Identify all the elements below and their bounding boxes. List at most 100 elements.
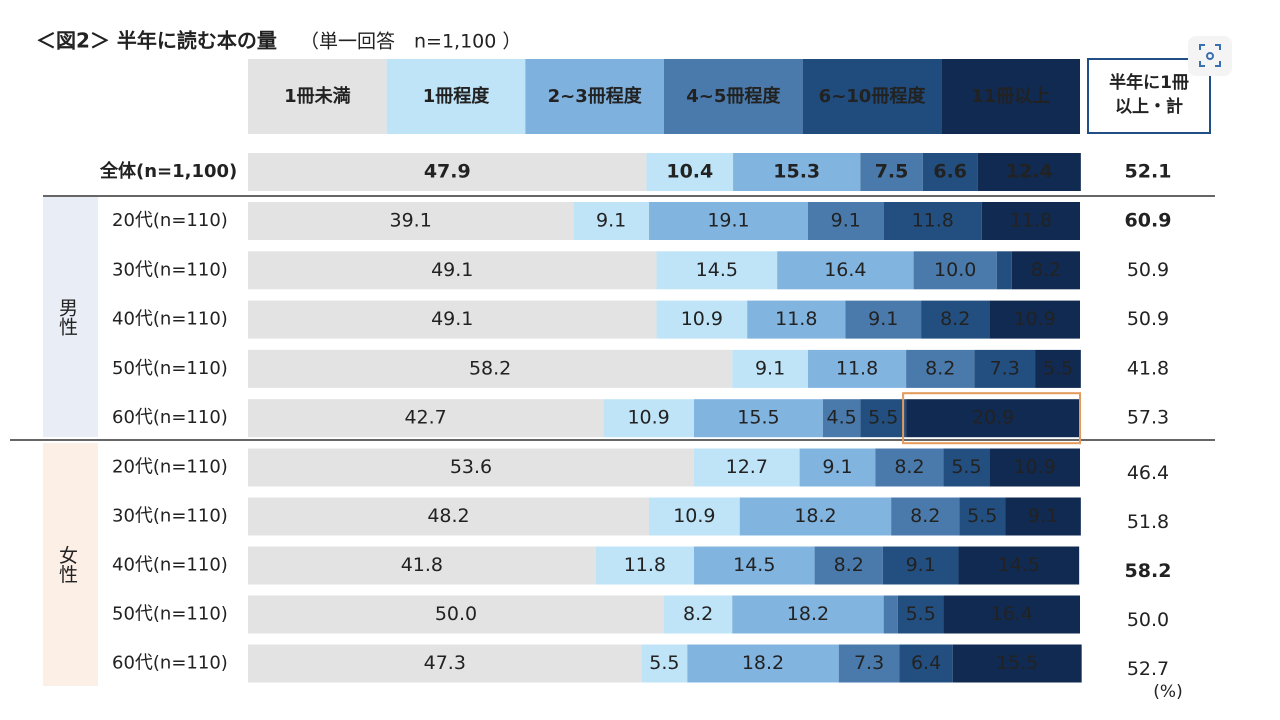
data-label: 18.2 bbox=[794, 505, 836, 527]
bar-segment bbox=[921, 300, 990, 339]
total-header: 半年に1冊 bbox=[1109, 72, 1189, 93]
data-label: 12.4 bbox=[1006, 161, 1053, 183]
data-label: 6.4 bbox=[911, 652, 941, 674]
bar-segment bbox=[248, 546, 596, 585]
data-label: 16.4 bbox=[991, 603, 1033, 625]
data-label: 5.5 bbox=[1043, 357, 1073, 379]
total-label: 41.8 bbox=[1127, 357, 1169, 379]
total-header: 以上・計 bbox=[1115, 96, 1183, 117]
bar-segment bbox=[977, 153, 1081, 191]
bar-segment bbox=[822, 399, 861, 438]
bar-segment bbox=[693, 399, 823, 438]
chart-subtitle: （単一回答 n=1,100 ） bbox=[300, 31, 521, 53]
bar-segment bbox=[1005, 497, 1081, 536]
data-label: 48.2 bbox=[427, 505, 469, 527]
total-label: 51.8 bbox=[1127, 511, 1169, 533]
row-label: 30代(n=110) bbox=[112, 506, 228, 527]
data-label: 15.3 bbox=[773, 161, 820, 183]
group-label: 男性 bbox=[56, 298, 78, 336]
data-label: 5.5 bbox=[868, 407, 898, 429]
unit-label: (%) bbox=[1153, 682, 1182, 702]
bar-segment bbox=[693, 546, 815, 585]
data-label: 11.8 bbox=[836, 357, 878, 379]
data-label: 15.5 bbox=[737, 407, 779, 429]
bar-segment bbox=[891, 497, 960, 536]
data-label: 10.9 bbox=[1013, 308, 1055, 330]
row-label: 40代(n=110) bbox=[112, 309, 228, 330]
data-label: 39.1 bbox=[389, 210, 431, 232]
bar-segment bbox=[807, 202, 884, 240]
data-label: 47.9 bbox=[424, 161, 471, 183]
total-label: 50.9 bbox=[1127, 259, 1169, 281]
bar-segment bbox=[860, 399, 907, 438]
legend-label: 11冊以上 bbox=[971, 86, 1050, 107]
data-label: 49.1 bbox=[431, 308, 473, 330]
total-label: 52.1 bbox=[1125, 161, 1172, 183]
bar-segment bbox=[913, 251, 997, 290]
data-label: 9.1 bbox=[755, 357, 785, 379]
data-label: 10.0 bbox=[934, 259, 976, 281]
bar-segment bbox=[732, 349, 808, 388]
row-label: 全体(n=1,100) bbox=[99, 160, 237, 182]
bar-segment bbox=[777, 251, 914, 290]
bar-segment bbox=[1035, 349, 1081, 388]
data-label: 5.5 bbox=[951, 456, 981, 478]
bar-segment bbox=[906, 349, 975, 388]
bar-segment bbox=[943, 595, 1080, 634]
bar-segment bbox=[883, 595, 898, 634]
data-label: 47.3 bbox=[424, 652, 466, 674]
data-label: 20.9 bbox=[972, 407, 1014, 429]
data-label: 10.9 bbox=[673, 505, 715, 527]
legend-label: 6~10冊程度 bbox=[819, 85, 927, 107]
highlight-box bbox=[902, 392, 1081, 445]
bar-segment bbox=[882, 546, 959, 585]
legend-label: 4~5冊程度 bbox=[686, 85, 781, 107]
data-label: 7.3 bbox=[854, 652, 884, 674]
data-label: 10.9 bbox=[681, 308, 723, 330]
data-label: 14.5 bbox=[998, 554, 1040, 576]
row-label: 20代(n=110) bbox=[112, 457, 228, 478]
row-label: 30代(n=110) bbox=[112, 259, 228, 280]
row-label: 50代(n=110) bbox=[112, 358, 228, 379]
data-label: 49.1 bbox=[431, 259, 473, 281]
data-label: 9.1 bbox=[822, 456, 852, 478]
data-label: 5.5 bbox=[906, 603, 936, 625]
bar-segment bbox=[981, 202, 1080, 240]
data-label: 8.2 bbox=[894, 456, 924, 478]
bar-segment bbox=[693, 448, 800, 487]
bar-segment bbox=[922, 153, 978, 191]
row-label: 40代(n=110) bbox=[112, 555, 228, 576]
bar-segment bbox=[883, 202, 982, 240]
scan-icon[interactable] bbox=[1188, 36, 1232, 76]
legend-swatch bbox=[386, 59, 526, 134]
data-label: 10.9 bbox=[627, 407, 669, 429]
data-label: 42.7 bbox=[404, 407, 446, 429]
data-label: 9.1 bbox=[868, 308, 898, 330]
bar-segment bbox=[974, 349, 1036, 388]
data-label: 8.2 bbox=[925, 357, 955, 379]
bar-segment bbox=[595, 546, 694, 585]
data-label: 9.1 bbox=[1028, 505, 1058, 527]
bar-segment bbox=[649, 202, 808, 240]
data-label: 15.5 bbox=[996, 652, 1038, 674]
data-label: 11.8 bbox=[1010, 210, 1052, 232]
data-label: 8.2 bbox=[940, 308, 970, 330]
bar-segment bbox=[959, 497, 1006, 536]
row-label: 60代(n=110) bbox=[112, 653, 228, 674]
bar-segment bbox=[248, 448, 694, 487]
data-label: 7.3 bbox=[990, 357, 1020, 379]
bar-segment bbox=[248, 300, 657, 339]
bar-segment bbox=[248, 251, 657, 290]
data-label: 14.5 bbox=[696, 259, 738, 281]
data-label: 19.1 bbox=[707, 210, 749, 232]
legend-swatch bbox=[802, 59, 942, 134]
group-background bbox=[43, 197, 98, 437]
data-label: 7.5 bbox=[875, 161, 909, 183]
data-label: 9.1 bbox=[831, 210, 861, 232]
total-label: 57.3 bbox=[1127, 407, 1169, 429]
bar-segment bbox=[807, 349, 907, 388]
data-label: 8.2 bbox=[910, 505, 940, 527]
bar-segment bbox=[814, 546, 883, 585]
data-label: 16.4 bbox=[824, 259, 866, 281]
bar-segment bbox=[952, 644, 1082, 683]
